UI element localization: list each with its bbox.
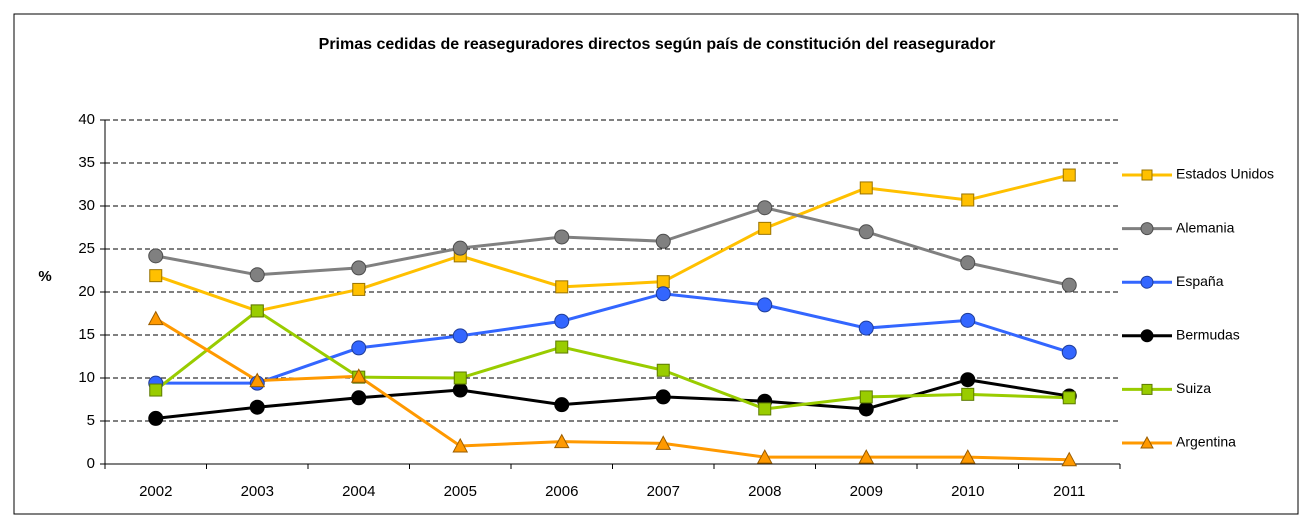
marker [655, 389, 671, 405]
legend-label: Argentina [1176, 434, 1236, 450]
chart-title: Primas cedidas de reaseguradores directo… [319, 36, 996, 53]
x-tick-label: 2009 [850, 483, 883, 500]
marker [249, 399, 265, 415]
marker [351, 390, 367, 406]
marker [1140, 435, 1154, 449]
marker [249, 267, 265, 283]
marker [655, 233, 671, 249]
y-axis-label: % [38, 268, 51, 285]
chart-frame [13, 13, 1299, 515]
y-tick-label: 35 [78, 154, 95, 171]
marker [554, 313, 570, 329]
marker [960, 372, 976, 388]
series-line [154, 309, 1070, 411]
marker [758, 221, 772, 235]
series-line [155, 173, 1070, 313]
x-tick-label: 2010 [951, 483, 984, 500]
marker [858, 320, 874, 336]
marker [452, 437, 469, 453]
x-tick-label: 2002 [139, 483, 172, 500]
legend-label: Estados Unidos [1176, 166, 1274, 182]
x-tick-label: 2007 [647, 483, 680, 500]
marker [858, 449, 875, 464]
marker [452, 382, 468, 398]
y-tick-label: 5 [87, 412, 95, 429]
marker [249, 372, 266, 388]
y-tick-label: 40 [78, 111, 95, 128]
marker [1061, 344, 1077, 360]
marker [554, 229, 570, 245]
marker [758, 402, 772, 416]
x-tick-label: 2011 [1053, 483, 1085, 500]
marker [554, 397, 570, 413]
marker [656, 275, 670, 289]
y-tick-label: 0 [87, 455, 95, 472]
marker [1140, 329, 1154, 343]
marker [961, 387, 975, 401]
marker [1061, 451, 1078, 467]
marker [149, 269, 163, 283]
marker [555, 280, 569, 294]
y-tick-label: 25 [78, 240, 95, 257]
x-tick-label: 2005 [444, 483, 477, 500]
marker [859, 181, 873, 195]
marker [656, 363, 670, 377]
series-line [155, 206, 1070, 287]
x-tick-label: 2006 [545, 483, 578, 500]
marker [1141, 383, 1153, 395]
marker [555, 340, 569, 354]
legend-label: Suiza [1176, 380, 1211, 396]
marker [756, 449, 773, 464]
marker [553, 433, 570, 449]
x-tick-label: 2003 [241, 483, 274, 500]
marker [149, 383, 163, 397]
marker [350, 368, 367, 383]
y-tick-label: 10 [78, 369, 95, 386]
marker [1141, 169, 1153, 181]
marker [148, 248, 164, 264]
legend-label: Alemania [1176, 219, 1235, 235]
marker [1062, 168, 1076, 182]
marker [858, 401, 874, 417]
marker [859, 390, 873, 404]
marker [961, 193, 975, 207]
marker [352, 282, 366, 296]
marker [655, 286, 671, 302]
marker [1061, 277, 1077, 293]
marker [452, 240, 468, 256]
marker [655, 435, 672, 450]
marker [858, 224, 874, 240]
y-tick-label: 30 [78, 197, 95, 214]
legend-label: España [1176, 273, 1224, 289]
marker [1140, 275, 1154, 289]
marker [960, 255, 976, 271]
x-tick-label: 2008 [748, 483, 781, 500]
marker [147, 310, 164, 326]
y-tick-label: 15 [78, 326, 95, 343]
marker [1062, 391, 1076, 405]
marker [351, 260, 367, 276]
series-line [154, 317, 1070, 462]
series-line [155, 292, 1070, 385]
marker [757, 297, 773, 313]
marker [1140, 222, 1154, 236]
legend-label: Bermudas [1176, 327, 1240, 343]
marker [351, 340, 367, 356]
marker [757, 200, 773, 216]
x-tick-label: 2004 [342, 483, 375, 500]
marker [453, 371, 467, 385]
marker [250, 304, 264, 318]
marker [148, 410, 164, 426]
marker [959, 449, 976, 464]
marker [452, 328, 468, 344]
marker [960, 312, 976, 328]
y-tick-label: 20 [78, 283, 95, 300]
